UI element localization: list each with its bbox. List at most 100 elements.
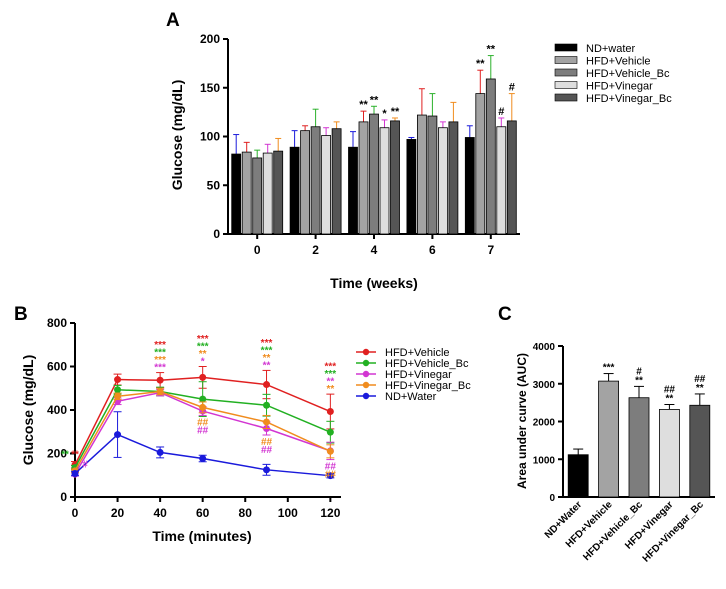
panel-b-significance-label: ** bbox=[71, 450, 79, 461]
panel-b: B Glucose (mg/dL) Time (minutes) 0200400… bbox=[14, 304, 471, 544]
panel-b-significance-label: ** bbox=[61, 450, 69, 461]
panel-b-x-tick-label: 120 bbox=[320, 506, 340, 520]
panel-a-bar-hfd-vehicle-bc bbox=[310, 126, 321, 235]
panel-a-bar-hfd-vehicle-bc bbox=[485, 78, 496, 235]
panel-a-bar-hfd-vehicle bbox=[416, 114, 427, 235]
panel-b-point-hfd-vinegar-bc bbox=[326, 447, 334, 455]
panel-b-point-hfd-vehicle bbox=[263, 381, 271, 389]
panel-b-legend-marker bbox=[362, 381, 370, 389]
panel-a-significance-label: # bbox=[498, 106, 504, 118]
panel-a-legend-label: HFD+Vinegar_Bc bbox=[586, 93, 672, 105]
panel-b-point-nd-water bbox=[263, 466, 271, 474]
panel-a-legend-swatch bbox=[554, 56, 578, 64]
panel-b-x-tick-label: 40 bbox=[153, 506, 167, 520]
panel-a-annotations: ** *** ******## bbox=[359, 44, 515, 120]
panel-a-legend-label: HFD+Vinegar bbox=[586, 81, 653, 93]
panel-a-bar-hfd-vinegar-bc bbox=[448, 121, 459, 235]
panel-b-significance-label: ## bbox=[261, 445, 273, 456]
panel-b-x-tick-label: 60 bbox=[196, 506, 210, 520]
panel-a-letter: A bbox=[166, 10, 180, 31]
panel-c-annotations: *** #**##**##** bbox=[603, 363, 706, 405]
panel-a-significance-label: * bbox=[382, 108, 387, 120]
panel-b-x-tick-label: 0 bbox=[72, 506, 79, 520]
panel-a-y-tick-label: 150 bbox=[200, 81, 220, 95]
panel-a-significance-label: ** bbox=[359, 99, 368, 111]
panel-a-bar-nd-water bbox=[231, 153, 242, 235]
panel-b-legend-label: HFD+Vinegar bbox=[385, 369, 452, 381]
panel-b-point-hfd-vehicle bbox=[199, 373, 207, 381]
panel-a-bar-hfd-vehicle bbox=[475, 93, 486, 235]
panel-a-x-tick-label: 6 bbox=[429, 243, 436, 257]
panel-c-bars bbox=[567, 373, 711, 498]
panel-c-y-tick-label: 1000 bbox=[533, 455, 556, 466]
panel-a-legend-swatch bbox=[554, 81, 578, 89]
panel-a-bar-hfd-vinegar-bc bbox=[390, 120, 400, 235]
panel-a-legend: ND+waterHFD+VehicleHFD+Vehicle_BcHFD+Vin… bbox=[554, 43, 672, 105]
panel-a-significance-label: # bbox=[509, 82, 515, 94]
panel-b-y-tick-label: 600 bbox=[47, 360, 67, 374]
panel-b-y-tick-label: 400 bbox=[47, 403, 67, 417]
panel-a-xlabel: Time (weeks) bbox=[330, 275, 418, 291]
panel-b-significance-label: ## bbox=[261, 437, 273, 448]
panel-b-significance-label: *** bbox=[261, 338, 273, 349]
panel-b-point-hfd-vehicle-bc bbox=[326, 428, 334, 436]
panel-a-bar-hfd-vinegar bbox=[437, 127, 448, 235]
panel-b-point-hfd-vehicle-bc bbox=[199, 395, 207, 403]
panel-b-legend-marker bbox=[362, 348, 370, 356]
panel-b-line-hfd-vinegar bbox=[74, 391, 331, 475]
panel-b-legend-label: HFD+Vinegar_Bc bbox=[385, 380, 471, 392]
panel-a-legend-label: HFD+Vehicle bbox=[586, 56, 651, 68]
panel-b-significance-label: *** bbox=[154, 363, 166, 374]
panel-c-ylabel: Area under curve (AUC) bbox=[515, 353, 529, 489]
panel-b-point-hfd-vehicle bbox=[326, 408, 334, 416]
panel-b-letter: B bbox=[14, 304, 28, 325]
panel-b-significance-label: ## bbox=[197, 425, 209, 436]
panel-a-bar-hfd-vehicle bbox=[358, 121, 369, 235]
panel-b-point-hfd-vinegar-bc bbox=[114, 392, 122, 400]
panel-a-bar-hfd-vinegar bbox=[321, 135, 332, 235]
panel-b-significance-label: *** bbox=[261, 345, 273, 356]
panel-b-significance-label: *** bbox=[197, 334, 209, 345]
panel-b-x-tick-label: 80 bbox=[239, 506, 253, 520]
panel-b-significance-label: ## bbox=[197, 417, 209, 428]
panel-a-bar-hfd-vinegar bbox=[379, 127, 390, 235]
panel-c-bar-hfd-vinegar-bc bbox=[689, 404, 711, 498]
panel-c-y-tick-label: 0 bbox=[549, 493, 555, 504]
panel-b-legend-label: ND+Water bbox=[385, 391, 437, 403]
panel-a-bar-hfd-vehicle bbox=[300, 130, 311, 235]
panel-b-legend: HFD+VehicleHFD+Vehicle_BcHFD+VinegarHFD+… bbox=[356, 347, 471, 403]
panel-a-bar-hfd-vinegar bbox=[262, 152, 273, 235]
panel-c-bar-hfd-vehicle-bc bbox=[628, 397, 650, 498]
panel-a-x-tick-label: 4 bbox=[371, 243, 378, 257]
panel-c-significance-label: ** bbox=[696, 383, 704, 394]
panel-b-significance-label: # bbox=[82, 460, 88, 471]
panel-b-ylabel: Glucose (mg/dL) bbox=[20, 355, 36, 465]
panel-a-legend-label: HFD+Vehicle_Bc bbox=[586, 68, 670, 80]
panel-b-significance-label: ** bbox=[199, 349, 207, 360]
panel-b-point-hfd-vehicle bbox=[156, 376, 164, 384]
panel-c-significance-label: # bbox=[636, 366, 642, 377]
panel-a-bar-hfd-vehicle-bc bbox=[252, 157, 263, 235]
panel-a-bars bbox=[231, 55, 517, 235]
panel-b-axes: 0 200 400 600 800 0 20 40 60 80 100 120 bbox=[47, 316, 341, 520]
panel-c-y-tick-label: 4000 bbox=[533, 342, 556, 353]
panel-b-significance-label: *** bbox=[154, 340, 166, 351]
panel-b-line-nd-water bbox=[74, 433, 331, 477]
panel-b-point-hfd-vinegar-bc bbox=[156, 388, 164, 396]
panel-a-legend-swatch bbox=[554, 68, 578, 77]
panel-a-bar-nd-water bbox=[348, 146, 358, 235]
panel-a-bar-hfd-vehicle bbox=[241, 151, 252, 235]
panel-a-y-tick-label: 0 bbox=[213, 227, 220, 241]
panel-c-bar-hfd-vinegar bbox=[659, 409, 680, 498]
panel-c-y-tick-label: 3000 bbox=[533, 380, 556, 391]
panel-c-bar-nd-water bbox=[567, 454, 589, 498]
panel-b-significance-label: * bbox=[201, 357, 205, 368]
panel-b-point-hfd-vinegar-bc bbox=[263, 418, 271, 426]
panel-a-bar-hfd-vinegar-bc bbox=[506, 120, 517, 235]
panel-b-significance-label: ** bbox=[326, 384, 334, 395]
panel-a-bar-nd-water bbox=[464, 137, 475, 235]
panel-b-significance-label: *** bbox=[197, 342, 209, 353]
panel-a-significance-label: ** bbox=[476, 58, 485, 70]
panel-c-significance-label: ## bbox=[664, 385, 676, 396]
